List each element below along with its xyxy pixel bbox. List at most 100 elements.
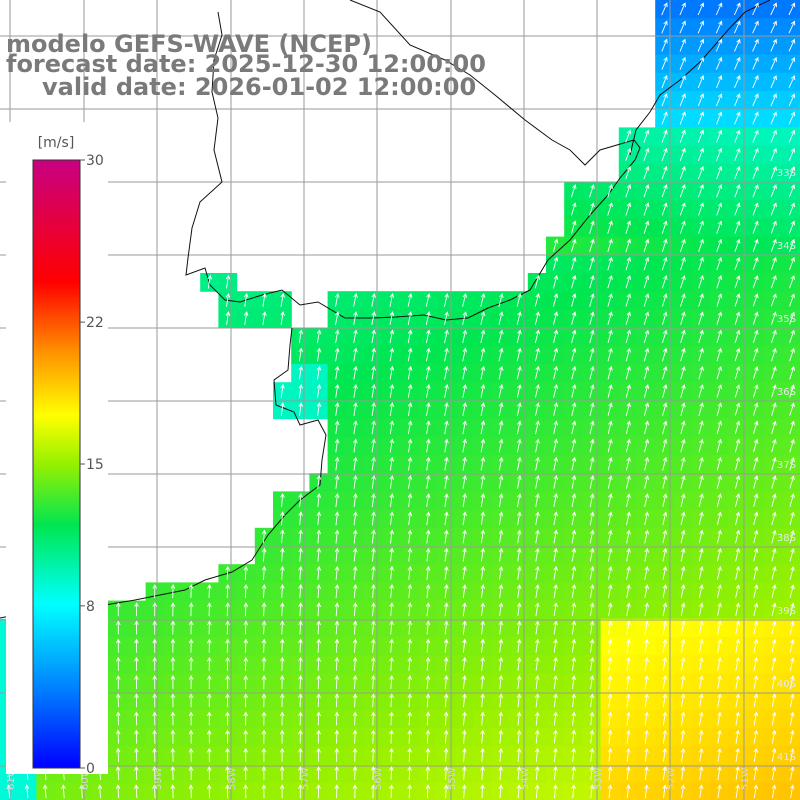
- wind-arrow: [444, 565, 449, 580]
- wind-arrow: [389, 766, 394, 781]
- wind-arrow: [589, 547, 595, 562]
- wind-arrow: [734, 238, 741, 252]
- wind-arrow: [734, 111, 741, 125]
- wind-arrow: [680, 493, 686, 507]
- wind-arrow: [480, 584, 486, 598]
- wind-arrow: [261, 766, 267, 780]
- wind-arrow: [771, 511, 777, 526]
- wind-arrow: [371, 347, 376, 362]
- wind-arrow: [279, 620, 285, 635]
- wind-arrow: [425, 675, 431, 690]
- wind-arrow: [644, 693, 649, 708]
- wind-arrow: [261, 711, 267, 726]
- wind-arrow: [116, 602, 121, 617]
- wind-arrow: [717, 693, 722, 708]
- wind-arrow: [679, 2, 686, 16]
- wind-arrow: [352, 747, 358, 762]
- wind-arrow: [6, 784, 12, 799]
- wind-arrow: [735, 656, 741, 671]
- wind-arrow: [734, 184, 741, 198]
- wind-arrow: [443, 620, 449, 635]
- wind-arrow: [553, 474, 559, 489]
- wind-arrow: [644, 511, 650, 526]
- lon-label: 59W: [153, 767, 164, 790]
- wind-arrow: [570, 220, 577, 234]
- wind-arrow: [425, 729, 431, 744]
- wind-arrow: [789, 729, 795, 744]
- wind-arrow: [698, 402, 704, 416]
- wind-arrow: [589, 602, 595, 617]
- wind-arrow: [425, 565, 431, 580]
- wind-arrow: [607, 347, 613, 362]
- wind-arrow: [207, 693, 212, 708]
- wind-arrow: [316, 675, 322, 690]
- wind-arrow: [753, 729, 759, 744]
- wind-arrow: [716, 402, 723, 416]
- wind-arrow: [353, 438, 358, 453]
- wind-arrow: [407, 547, 413, 562]
- colorbar-tick-label: 15: [86, 457, 104, 473]
- wind-arrow: [389, 693, 394, 708]
- wind-arrow: [188, 784, 194, 799]
- valid-date: valid date: 2026-01-02 12:00:00: [42, 73, 477, 101]
- wind-arrow: [371, 365, 376, 380]
- wind-arrow: [644, 656, 649, 671]
- wind-arrow: [280, 292, 285, 307]
- wind-arrow: [444, 329, 449, 344]
- wind-arrow: [371, 402, 376, 416]
- wind-arrow: [607, 420, 613, 435]
- wind-arrow: [770, 20, 777, 34]
- wind-arrow: [644, 475, 650, 489]
- wind-arrow: [679, 220, 686, 234]
- wind-arrow: [734, 93, 741, 107]
- wind-arrow: [389, 420, 395, 435]
- wind-arrow: [589, 456, 595, 471]
- wind-arrow: [298, 365, 304, 380]
- wind-arrow: [625, 347, 631, 362]
- wind-arrow: [425, 456, 431, 471]
- wind-arrow: [716, 529, 722, 544]
- wind-arrow: [443, 602, 449, 617]
- wind-arrow: [444, 365, 449, 380]
- wind-arrow: [589, 584, 595, 598]
- wind-arrow: [334, 784, 340, 799]
- wind-arrow: [334, 656, 340, 671]
- wind-arrow: [698, 438, 704, 453]
- wind-arrow: [279, 711, 285, 726]
- wind-arrow: [334, 347, 340, 362]
- wind-arrow: [353, 474, 358, 489]
- wind-arrow: [589, 402, 595, 416]
- wind-arrow: [716, 438, 722, 453]
- wind-arrow: [661, 38, 668, 52]
- wind-arrow: [498, 347, 504, 362]
- wind-arrow: [771, 729, 777, 744]
- wind-arrow: [352, 565, 358, 580]
- wind-arrow: [734, 275, 741, 289]
- wind-arrow: [316, 729, 321, 744]
- wind-arrow: [644, 620, 649, 635]
- wind-arrow: [152, 656, 157, 671]
- wind-arrow: [661, 274, 668, 289]
- wind-arrow: [498, 547, 504, 562]
- wind-arrow: [608, 584, 613, 598]
- wind-arrow: [298, 383, 304, 398]
- wind-arrow: [662, 565, 668, 580]
- wind-arrow: [134, 675, 139, 690]
- wind-arrow: [607, 384, 613, 398]
- wind-arrow: [462, 620, 467, 635]
- wind-arrow: [753, 711, 759, 726]
- wind-arrow: [752, 384, 759, 398]
- wind-arrow: [225, 565, 231, 580]
- wind-arrow: [662, 547, 668, 562]
- wind-arrow: [607, 293, 613, 307]
- wind-arrow: [753, 584, 759, 598]
- wind-arrow: [697, 111, 705, 125]
- wind-arrow: [571, 256, 577, 271]
- wind-arrow: [789, 347, 795, 362]
- wind-arrow: [353, 456, 358, 471]
- wind-arrow: [553, 675, 558, 689]
- wind-arrow: [753, 547, 759, 562]
- wind-arrow: [679, 238, 686, 253]
- wind-arrow: [589, 747, 595, 762]
- wind-arrow: [425, 584, 431, 599]
